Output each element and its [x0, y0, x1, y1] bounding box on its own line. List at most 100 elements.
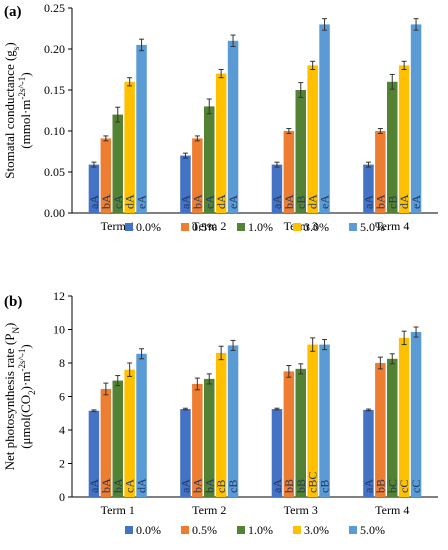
data-label: dA	[306, 194, 320, 209]
bar	[363, 164, 374, 213]
y-tick-label: 6	[59, 390, 65, 404]
bar	[227, 40, 239, 213]
legend-label: 5.0%	[360, 220, 385, 234]
y-tick-label: 0	[59, 490, 65, 504]
data-label: bA	[99, 194, 113, 209]
y-tick-label: 10	[53, 323, 65, 337]
data-label: cC	[409, 480, 423, 493]
legend-swatch	[181, 526, 189, 534]
data-label: bA	[202, 478, 216, 493]
data-label: bB	[282, 479, 296, 493]
data-label: bA	[190, 478, 204, 493]
x-tick-label: Term 4	[375, 219, 409, 233]
data-label: eA	[318, 195, 332, 209]
bar	[124, 81, 135, 213]
data-label: cA	[123, 479, 137, 493]
data-label: bC	[385, 479, 399, 493]
data-label: aA	[178, 479, 192, 493]
data-label: dA	[135, 478, 149, 493]
legend-swatch	[293, 526, 301, 534]
y-tick-label: 0.20	[44, 42, 65, 56]
legend-swatch	[237, 223, 245, 231]
data-label: dA	[397, 194, 411, 209]
data-label: bA	[111, 478, 125, 493]
bar	[100, 388, 112, 497]
x-tick-label: Term 2	[192, 219, 226, 233]
bar	[319, 344, 330, 497]
data-label: dA	[123, 194, 137, 209]
data-label: bB	[373, 479, 387, 493]
data-label: cA	[111, 195, 125, 209]
bar	[319, 24, 330, 214]
x-tick-label: Term 4	[375, 503, 409, 517]
data-label: cBC	[306, 472, 320, 493]
legend-label: 0.5%	[192, 523, 217, 537]
y-tick-label: 0.05	[44, 165, 65, 179]
bar	[136, 44, 147, 214]
legend-swatch	[237, 526, 245, 534]
data-label: bB	[294, 479, 308, 493]
bar	[100, 138, 112, 213]
bar	[204, 378, 215, 497]
legend-swatch	[181, 223, 189, 231]
y-tick-label: 0.00	[44, 206, 65, 220]
y-tick-label: 8	[59, 356, 65, 370]
legend-swatch	[349, 223, 357, 231]
bar	[387, 358, 398, 497]
bar	[88, 164, 100, 213]
bar	[180, 409, 191, 497]
bar	[124, 369, 135, 497]
y-tick-label: 0.25	[44, 1, 65, 15]
chart-panel-1: 0 2 4 6 8 10 12 Net photosynthesis rate (PN)(μm…	[2, 289, 438, 537]
legend-swatch	[125, 223, 133, 231]
legend-label: 3.0%	[304, 523, 329, 537]
legend-label: 1.0%	[248, 523, 273, 537]
bar	[215, 352, 227, 497]
y-tick-label: 0.15	[44, 83, 65, 97]
bar	[398, 337, 410, 497]
data-label: cB	[294, 196, 308, 209]
data-label: eA	[135, 195, 149, 209]
bar	[215, 73, 227, 213]
data-label: aA	[270, 195, 284, 209]
y-tick-label: 0.10	[44, 124, 65, 138]
y-axis-label: Stomatal conductance (gs)	[2, 42, 21, 178]
bar	[283, 131, 295, 213]
bar	[88, 410, 100, 497]
bar	[227, 345, 239, 497]
legend-label: 3.0%	[304, 220, 329, 234]
y-tick-label: 12	[53, 289, 65, 303]
data-label: aA	[361, 479, 375, 493]
panel-b-letter: (b)	[4, 294, 23, 310]
bar	[192, 383, 203, 497]
data-label: cB	[214, 480, 228, 493]
bar	[363, 409, 374, 497]
data-label: cB	[318, 480, 332, 493]
y-tick-label: 2	[59, 457, 65, 471]
data-label: aA	[270, 479, 284, 493]
bar	[410, 332, 422, 497]
bar	[295, 368, 306, 497]
data-label: aA	[87, 479, 101, 493]
chart-panel-0: 0.00 0.05 0.10 0.15 0.20 0.25 Stomatal conduct…	[2, 1, 438, 234]
y-axis-label: Net photosynthesis rate (PN)	[2, 323, 21, 471]
data-label: cA	[202, 195, 216, 209]
data-label: aA	[178, 195, 192, 209]
data-label: cB	[385, 196, 399, 209]
data-label: aA	[87, 195, 101, 209]
bar	[307, 344, 318, 497]
data-label: bA	[282, 194, 296, 209]
y-axis-label: (mmol·m-2s^-1)	[17, 72, 33, 148]
bar	[192, 138, 203, 213]
bar	[387, 81, 398, 213]
legend-label: 5.0%	[360, 523, 385, 537]
x-tick-label: Term 1	[101, 503, 135, 517]
bar	[410, 24, 422, 214]
legend-label: 0.0%	[136, 523, 161, 537]
data-label: bA	[99, 478, 113, 493]
bar	[375, 131, 386, 213]
bar	[204, 106, 215, 213]
legend-swatch	[349, 526, 357, 534]
panel-a-letter: (a)	[4, 4, 22, 20]
